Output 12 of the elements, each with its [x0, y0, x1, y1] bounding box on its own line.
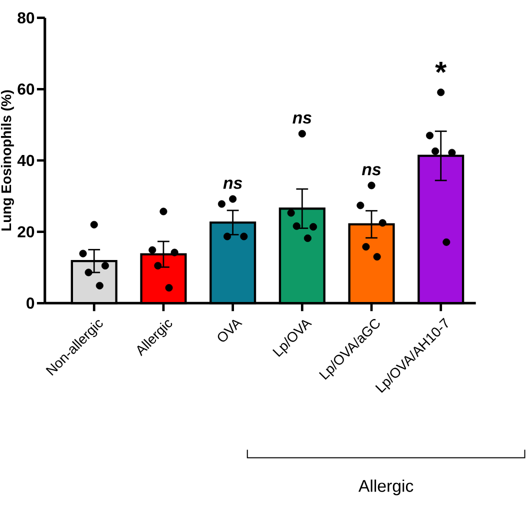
annotation: ns: [362, 166, 381, 176]
x-tick-label: OVA: [218, 320, 242, 342]
y-tick-label: 0: [26, 297, 34, 309]
y-tick-label: 80: [18, 12, 34, 24]
y-tick-label: 60: [18, 83, 34, 95]
annotation: ns: [292, 114, 312, 124]
y-tick-label: 40: [17, 154, 34, 166]
annotation: ns: [223, 180, 242, 189]
text: Allergic: [358, 479, 414, 496]
y-tick-label: 20: [18, 226, 34, 238]
annotation: *: [435, 62, 447, 73]
y-axis-title: Lung Eosinophils (%): [0, 90, 14, 230]
